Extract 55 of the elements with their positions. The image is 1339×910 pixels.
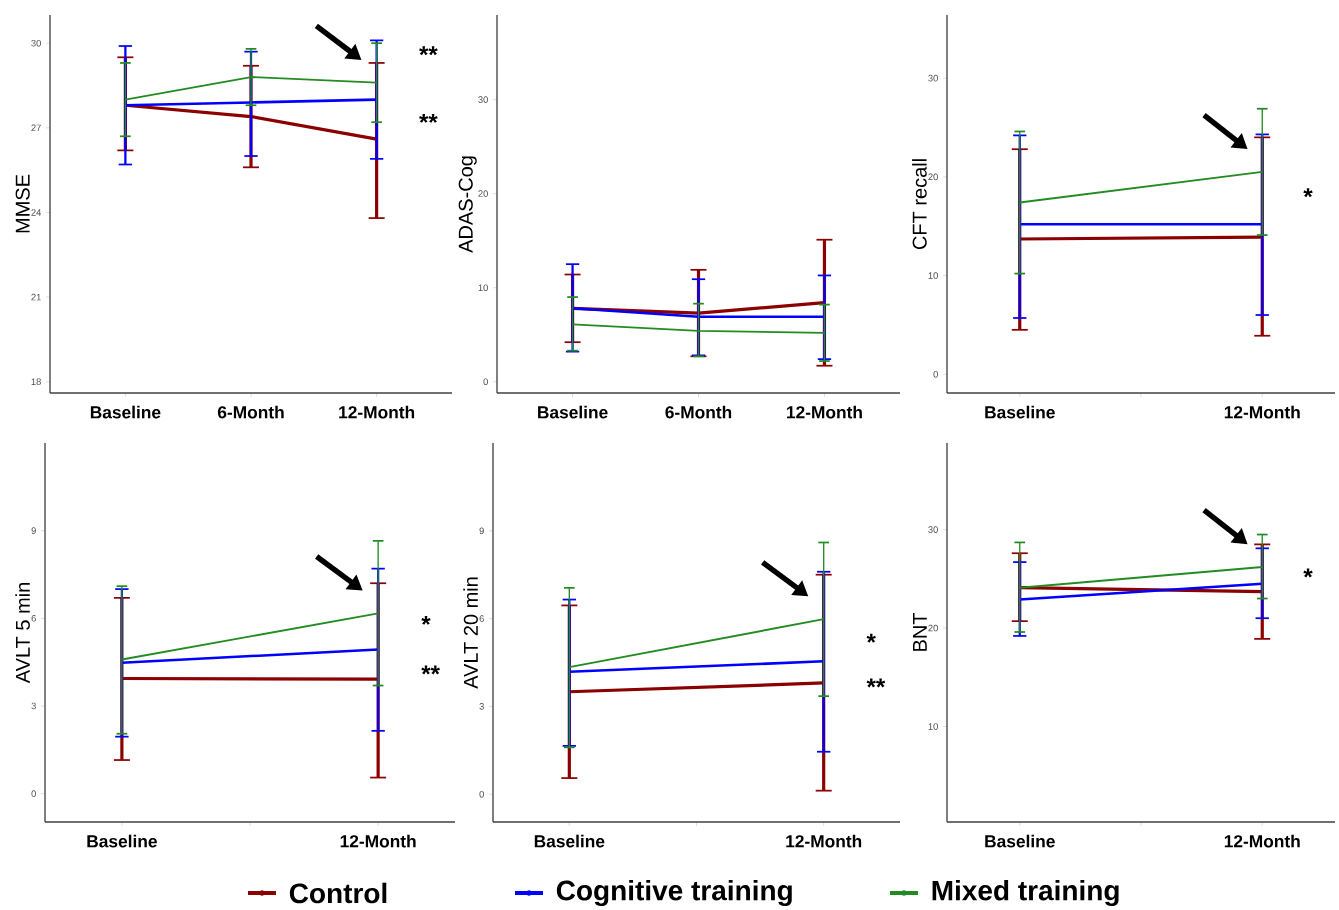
y-axis-title: CFT recall: [912, 159, 927, 250]
x-tick-label: 12-Month: [786, 834, 862, 848]
y-tick-label: 20: [928, 624, 938, 632]
annotation: **: [421, 665, 440, 675]
y-axis-title: MMSE: [15, 174, 30, 233]
x-tick-label: 6-Month: [665, 405, 732, 419]
y-tick-label: 27: [31, 124, 41, 132]
y-tick-label: 24: [31, 209, 42, 216]
x-tick-label: Baseline: [90, 405, 161, 419]
annotation: **: [419, 46, 438, 56]
x-tick-label: 12-Month: [340, 834, 416, 848]
y-axis-title: AVLT 5 min: [15, 583, 30, 684]
y-tick-label: 10: [478, 284, 488, 291]
x-tick-label: 12-Month: [787, 405, 862, 419]
y-tick-label: 3: [479, 703, 484, 710]
annotation: *: [1303, 568, 1313, 578]
x-tick-label: Baseline: [534, 834, 605, 848]
y-tick-label: 0: [31, 790, 36, 797]
y-tick-label: 21: [31, 293, 41, 301]
y-tick-label: 10: [928, 272, 938, 279]
y-axis-title: AVLT 20 min: [463, 577, 478, 689]
legend-label: Control: [289, 882, 387, 904]
y-tick-label: 6: [479, 615, 484, 622]
annotation: **: [419, 113, 438, 123]
annotation: *: [866, 633, 876, 643]
x-tick-label: 12-Month: [339, 405, 415, 419]
y-tick-label: 10: [928, 723, 938, 730]
annotation: *: [1303, 188, 1313, 198]
x-tick-label: 12-Month: [1224, 834, 1300, 848]
y-tick-label: 20: [478, 190, 488, 197]
y-tick-label: 6: [31, 615, 36, 622]
x-tick-label: Baseline: [538, 405, 608, 419]
x-tick-label: Baseline: [87, 834, 157, 848]
legend-label: Mixed training: [932, 879, 1119, 907]
y-axis-title: BNT: [913, 612, 927, 651]
y-tick-label: 0: [933, 370, 938, 378]
x-tick-label: Baseline: [985, 405, 1055, 419]
y-tick-label: 30: [478, 96, 488, 103]
x-tick-label: Baseline: [985, 834, 1055, 848]
y-tick-label: 9: [31, 527, 36, 534]
legend-label: Cognitive training: [556, 879, 792, 907]
x-tick-label: 6-Month: [217, 405, 284, 419]
y-tick-label: 30: [928, 74, 938, 82]
y-tick-label: 30: [928, 526, 938, 533]
annotation: *: [421, 615, 431, 625]
x-tick-label: 12-Month: [1224, 405, 1300, 419]
y-tick-label: 18: [31, 378, 41, 385]
y-tick-label: 30: [31, 39, 41, 47]
annotation: **: [866, 678, 886, 688]
y-tick-label: 20: [928, 173, 938, 181]
y-tick-label: 0: [483, 378, 488, 385]
y-tick-label: 9: [479, 527, 484, 535]
y-axis-title: ADAS-Cog: [458, 156, 477, 253]
y-tick-label: 0: [479, 790, 484, 798]
y-tick-label: 3: [31, 702, 36, 710]
